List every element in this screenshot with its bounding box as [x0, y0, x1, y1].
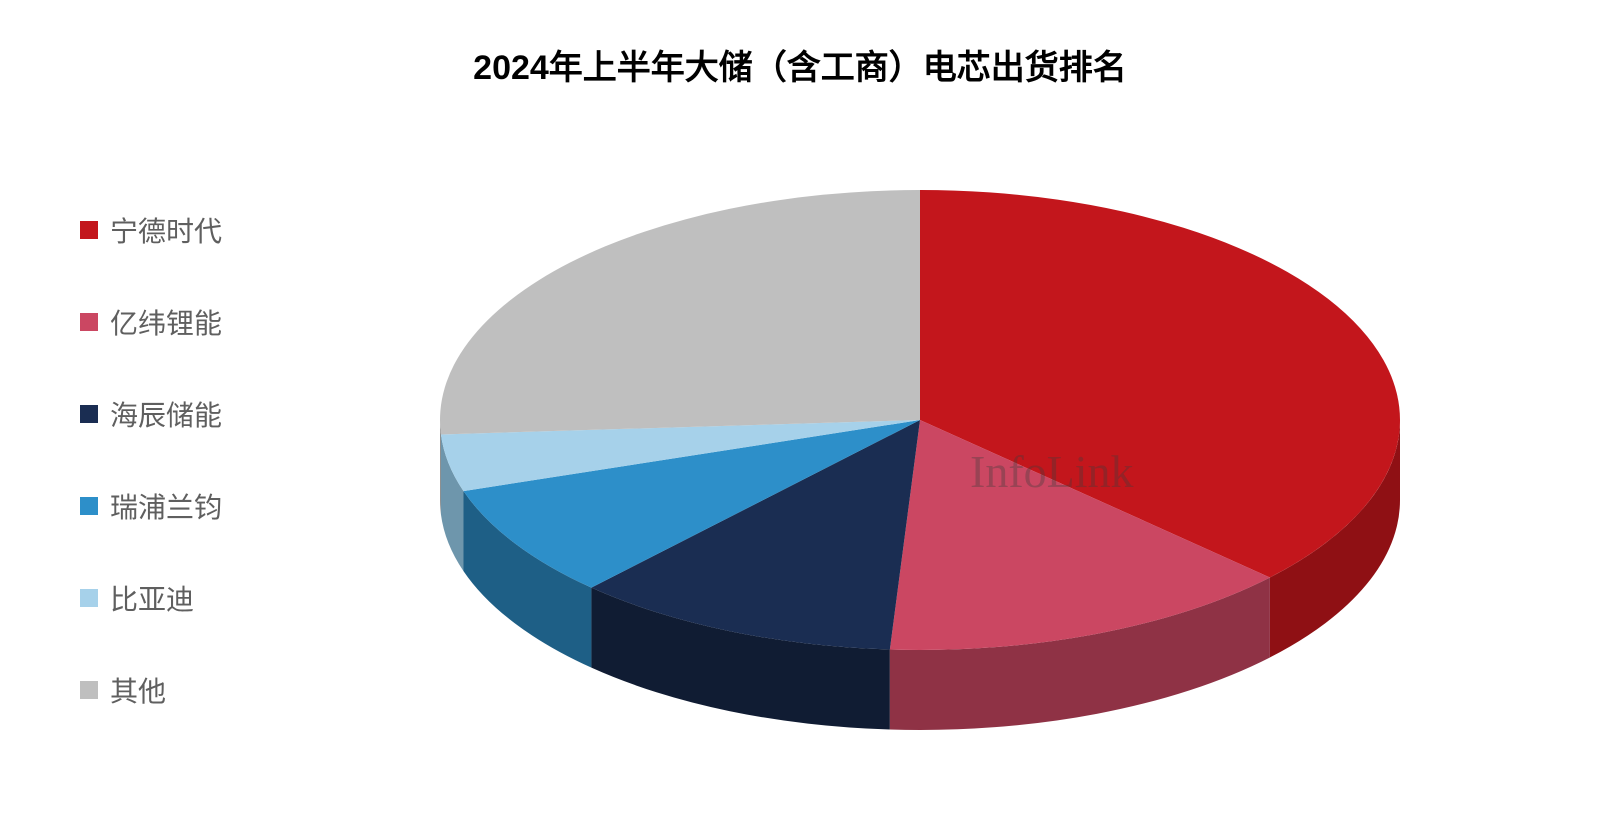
legend-item: 比亚迪 — [80, 578, 222, 618]
pie-slice-side — [440, 420, 441, 514]
legend: 宁德时代亿纬锂能海辰储能瑞浦兰钧比亚迪其他 — [80, 210, 222, 762]
legend-swatch — [80, 589, 98, 607]
legend-swatch — [80, 681, 98, 699]
legend-item: 其他 — [80, 670, 222, 710]
legend-label: 比亚迪 — [110, 578, 194, 618]
legend-swatch — [80, 497, 98, 515]
legend-label: 宁德时代 — [110, 210, 222, 250]
legend-item: 瑞浦兰钧 — [80, 486, 222, 526]
legend-label: 海辰储能 — [110, 394, 222, 434]
pie-slice — [440, 190, 920, 434]
legend-item: 亿纬锂能 — [80, 302, 222, 342]
chart-container: 2024年上半年大储（含工商）电芯出货排名 宁德时代亿纬锂能海辰储能瑞浦兰钧比亚… — [0, 0, 1600, 819]
legend-swatch — [80, 405, 98, 423]
legend-label: 其他 — [110, 670, 166, 710]
pie-chart: InfoLink — [380, 130, 1460, 770]
legend-item: 海辰储能 — [80, 394, 222, 434]
legend-swatch — [80, 313, 98, 331]
chart-title: 2024年上半年大储（含工商）电芯出货排名 — [0, 40, 1600, 89]
legend-label: 亿纬锂能 — [110, 302, 222, 342]
legend-label: 瑞浦兰钧 — [110, 486, 222, 526]
legend-swatch — [80, 221, 98, 239]
legend-item: 宁德时代 — [80, 210, 222, 250]
